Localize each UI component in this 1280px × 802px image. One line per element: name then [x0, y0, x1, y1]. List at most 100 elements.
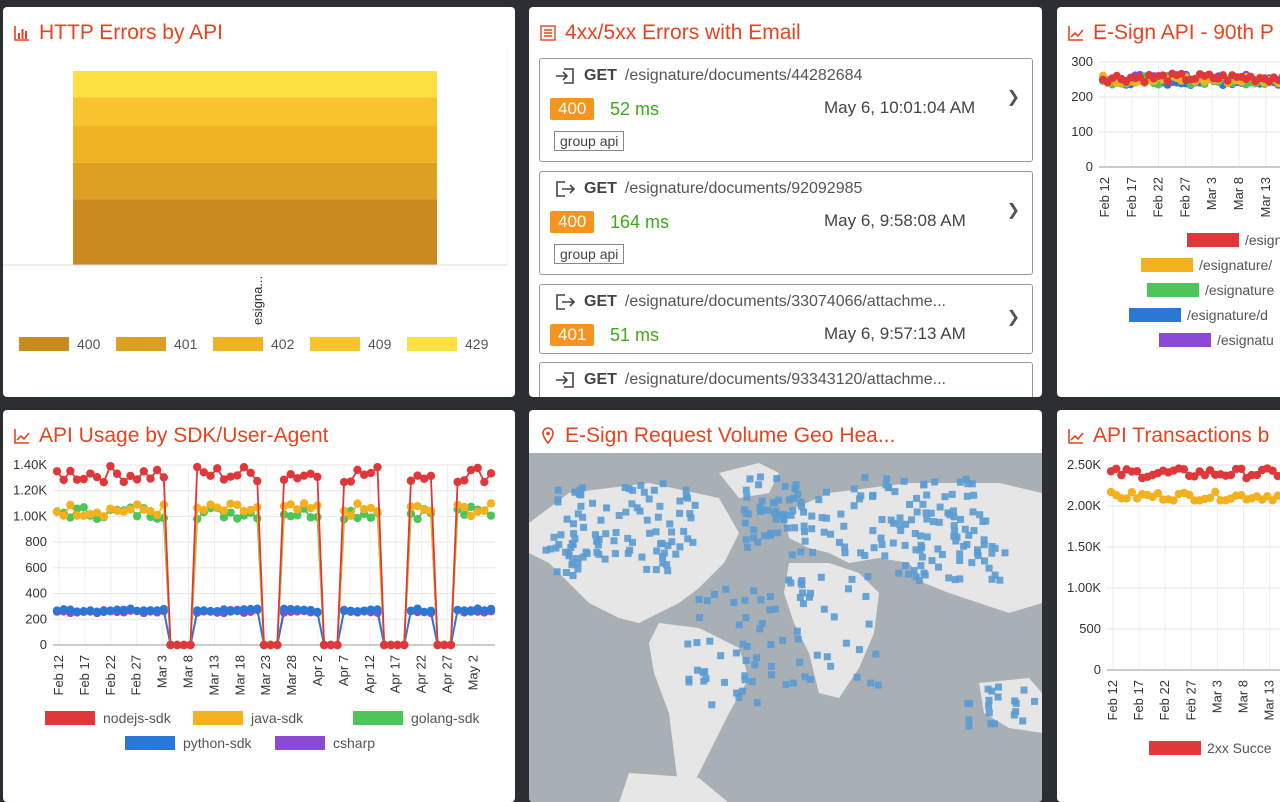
data-point — [226, 508, 235, 517]
chevron-down-icon[interactable]: ❯ — [1006, 89, 1020, 106]
http-method: GET — [584, 67, 617, 84]
data-point — [293, 605, 302, 614]
y-tick-label: 2.50K — [1067, 457, 1101, 472]
panel-title[interactable]: HTTP Errors by API — [13, 21, 223, 45]
error-list-item[interactable]: GET /esignature/documents/44282684 400 5… — [539, 58, 1033, 162]
status-badge: 400 — [550, 211, 595, 233]
heat-point — [656, 502, 664, 510]
y-tick-label: 1.00K — [13, 508, 47, 523]
heat-point — [668, 528, 676, 536]
data-point — [420, 474, 429, 483]
heat-point — [823, 488, 830, 496]
panel-title[interactable]: API Transactions b — [1067, 424, 1269, 448]
legend-swatch — [353, 711, 403, 725]
sign-in-icon — [556, 68, 574, 84]
heat-point — [766, 531, 774, 539]
data-point — [306, 503, 315, 513]
error-list-item[interactable]: GET /esignature/documents/92092985 400 1… — [539, 171, 1033, 275]
x-tick-label: Feb 22 — [1151, 177, 1166, 217]
heat-point — [654, 513, 662, 521]
heat-point — [676, 543, 684, 551]
data-point — [353, 513, 362, 523]
heat-point — [917, 541, 925, 549]
chevron-down-icon[interactable]: ❯ — [1006, 309, 1020, 326]
heat-point — [693, 639, 701, 647]
heat-point — [1012, 708, 1020, 716]
x-tick-label: Mar 3 — [1209, 680, 1224, 713]
data-point — [473, 604, 482, 613]
heat-point — [672, 550, 680, 558]
legend-swatch — [1159, 333, 1211, 347]
y-tick-label: 100 — [1071, 124, 1093, 139]
heat-point — [743, 493, 751, 501]
data-point — [79, 474, 88, 484]
errors-email-panel: 4xx/5xx Errors with Email GET /esignatur… — [529, 7, 1042, 397]
data-point — [306, 469, 315, 479]
data-point — [1211, 487, 1220, 497]
heat-point — [652, 566, 660, 574]
data-point — [59, 511, 68, 520]
heat-point — [768, 671, 775, 679]
data-point — [253, 604, 262, 613]
heat-point — [554, 486, 562, 494]
heat-point — [956, 550, 964, 558]
heat-point — [594, 541, 602, 549]
data-point — [206, 471, 215, 480]
heat-point — [554, 498, 562, 506]
heat-point — [772, 515, 780, 523]
data-point — [386, 640, 396, 650]
heat-point — [912, 546, 920, 554]
chevron-down-icon[interactable]: ❯ — [1006, 202, 1020, 219]
data-point — [66, 466, 75, 476]
heat-point — [570, 520, 577, 528]
data-point — [72, 511, 82, 520]
data-point — [132, 606, 142, 616]
data-point — [299, 605, 309, 614]
data-point — [106, 504, 115, 513]
data-point — [239, 605, 249, 614]
panel-title-text: API Usage by SDK/User-Agent — [39, 424, 329, 447]
data-point — [406, 476, 416, 485]
panel-title[interactable]: E-Sign API - 90th P — [1067, 21, 1274, 45]
line-chart-icon — [1068, 429, 1084, 444]
data-point — [466, 502, 476, 512]
data-point — [253, 503, 262, 512]
data-point — [119, 605, 128, 614]
heat-point — [857, 492, 865, 500]
panel-title[interactable]: API Usage by SDK/User-Agent — [13, 424, 328, 448]
error-list-item[interactable]: GET /esignature/documents/93343120/attac… — [539, 362, 1033, 397]
heat-point — [951, 576, 959, 584]
x-tick-label: Feb 12 — [1097, 177, 1112, 217]
data-point — [453, 477, 462, 487]
data-point — [486, 604, 496, 614]
heat-point — [861, 552, 869, 559]
data-point — [132, 475, 142, 484]
world-map[interactable] — [529, 453, 1042, 802]
panel-title[interactable]: 4xx/5xx Errors with Email — [539, 21, 801, 45]
heat-point — [923, 491, 931, 499]
heat-point — [913, 508, 921, 516]
error-list-item[interactable]: GET /esignature/documents/33074066/attac… — [539, 284, 1033, 354]
data-point — [1163, 77, 1172, 86]
heat-point — [643, 565, 651, 573]
data-point — [1237, 464, 1246, 473]
panel-title-text: API Transactions b — [1093, 424, 1270, 447]
heat-point — [896, 514, 904, 522]
x-tick-label: Mar 8 — [1236, 680, 1251, 713]
x-tick-label: Mar 8 — [1231, 177, 1246, 210]
heat-point — [797, 498, 805, 506]
heat-point — [922, 509, 930, 517]
heat-point — [991, 544, 999, 552]
heat-point — [962, 475, 970, 483]
heat-point — [696, 614, 704, 622]
line-chart-icon — [14, 429, 30, 444]
heat-point — [699, 668, 707, 676]
panel-title[interactable]: E-Sign Request Volume Geo Hea... — [539, 424, 895, 448]
heat-point — [796, 594, 804, 601]
heat-point — [923, 515, 931, 523]
heat-point — [750, 534, 758, 542]
data-point — [333, 640, 342, 650]
data-point — [346, 606, 355, 615]
y-tick-label: 400 — [25, 586, 47, 601]
heat-point — [769, 499, 777, 507]
